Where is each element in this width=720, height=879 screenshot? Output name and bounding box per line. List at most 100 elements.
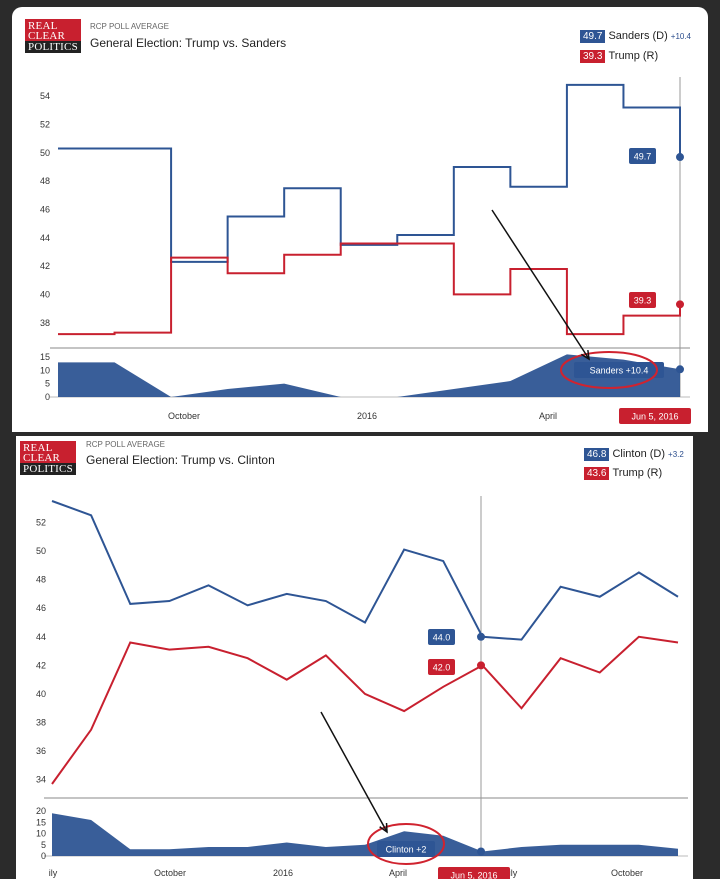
current-dot-dem	[676, 153, 684, 162]
y-tick-label: 38	[36, 718, 46, 728]
series-line-dem	[51, 500, 679, 641]
legend-value-rep: 39.3	[580, 50, 606, 63]
y-tick-label: 38	[40, 318, 50, 328]
current-dot-rep	[477, 661, 485, 670]
x-tick-label: April	[539, 411, 557, 421]
y-tick-label: 42	[36, 660, 46, 670]
logo-line-3: POLITICS	[25, 41, 81, 53]
legend-item-rep: 39.3 Trump (R)	[580, 50, 658, 63]
logo-line-2: CLEAR	[28, 30, 66, 42]
logo-line-3: POLITICS	[20, 463, 76, 475]
spread-y-tick-label: 0	[45, 392, 50, 402]
annotation-arrowhead	[379, 822, 388, 834]
chart-title: General Election: Trump vs. Sanders	[90, 36, 287, 50]
date-label-bg	[438, 867, 510, 879]
legend-value-rep: 43.6	[584, 467, 610, 480]
spread-y-tick-label: 10	[40, 365, 50, 375]
y-tick-label: 44	[40, 233, 50, 243]
x-tick-label: October	[154, 868, 186, 878]
spread-y-tick-label: 5	[41, 840, 46, 850]
x-tick-label: 2016	[357, 411, 377, 421]
rcp-logo: REAL CLEAR POLITICS	[20, 441, 76, 475]
spread-y-tick-label: 15	[36, 817, 46, 827]
spread-label-bg	[377, 841, 435, 857]
spread-y-tick-label: 5	[45, 379, 50, 389]
legend-item-rep: 43.6 Trump (R)	[584, 467, 662, 480]
end-label-dem: 49.7	[634, 152, 652, 162]
y-tick-label: 48	[36, 575, 46, 585]
annotation-arrowhead	[580, 349, 590, 361]
y-tick-label: 50	[36, 546, 46, 556]
date-label: Jun 5, 2016	[631, 412, 678, 422]
y-tick-label: 34	[36, 775, 46, 785]
end-label-dem: 44.0	[433, 633, 451, 643]
chart-panel-trump-vs-clinton: REAL CLEAR POLITICS RCP POLL AVERAGE Gen…	[16, 436, 693, 879]
y-tick-label: 52	[36, 517, 46, 527]
annotation-ellipse	[367, 823, 445, 865]
legend-name-rep: Trump (R)	[608, 50, 659, 62]
spread-label: Clinton +2	[386, 845, 427, 855]
legend-name-dem: Clinton (D)	[612, 448, 666, 460]
logo-line-1: REAL	[28, 20, 58, 32]
chart-subtitle: RCP POLL AVERAGE	[90, 22, 169, 31]
date-label-bg	[619, 408, 691, 424]
legend-item-dem: 46.8 Clinton (D) +3.2	[584, 448, 684, 461]
y-tick-label: 52	[40, 119, 50, 129]
legend-spread: +3.2	[668, 450, 684, 459]
end-label-rep: 39.3	[634, 296, 652, 306]
y-tick-label: 40	[36, 689, 46, 699]
spread-area	[58, 354, 680, 397]
chart-subtitle: RCP POLL AVERAGE	[86, 440, 165, 449]
legend-value-dem: 46.8	[584, 448, 610, 461]
logo-line-2: CLEAR	[23, 452, 61, 464]
y-tick-label: 48	[40, 176, 50, 186]
legend-name-dem: Sanders (D)	[608, 30, 668, 42]
rcp-logo: REAL CLEAR POLITICS	[25, 19, 81, 53]
annotation-arrow	[491, 209, 590, 360]
end-label-dem-bg	[428, 629, 455, 645]
legend-name-rep: Trump (R)	[612, 467, 663, 479]
spread-label-bg	[574, 362, 664, 378]
current-dot-spread	[477, 847, 485, 856]
chart-title: General Election: Trump vs. Clinton	[86, 453, 275, 467]
legend-item-dem: 49.7 Sanders (D) +10.4	[580, 30, 691, 43]
chart-panel-trump-vs-sanders: REAL CLEAR POLITICS RCP POLL AVERAGE Gen…	[12, 7, 708, 432]
spread-y-tick-label: 0	[41, 851, 46, 861]
spread-y-tick-label: 20	[36, 806, 46, 816]
y-tick-label: 42	[40, 261, 50, 271]
y-tick-label: 40	[40, 289, 50, 299]
legend-value-dem: 49.7	[580, 30, 606, 43]
chart-svg-top: 38 40 42 44 46 48 50 52 54 0 5 10 15 October 2016 April…	[40, 77, 691, 424]
x-tick-label: October	[611, 868, 643, 878]
x-tick-label: ily	[509, 868, 518, 878]
y-tick-label: 36	[36, 746, 46, 756]
y-tick-label: 44	[36, 632, 46, 642]
date-label: Jun 5, 2016	[450, 871, 497, 879]
annotation-ellipse	[560, 351, 658, 389]
logo-line-1: REAL	[23, 442, 53, 454]
x-tick-label: October	[168, 411, 200, 421]
current-dot-spread	[676, 365, 684, 374]
spread-y-tick-label: 10	[36, 829, 46, 839]
spread-y-tick-label: 15	[40, 352, 50, 362]
y-tick-label: 54	[40, 91, 50, 101]
end-label-rep-bg	[629, 292, 656, 308]
y-tick-label: 46	[40, 204, 50, 214]
series-line-rep	[58, 242, 681, 336]
series-line-rep	[51, 635, 679, 785]
legend-spread: +10.4	[670, 32, 692, 41]
y-tick-label: 46	[36, 603, 46, 613]
end-label-rep-bg	[428, 659, 455, 675]
end-label-dem-bg	[629, 148, 656, 164]
current-dot-dem	[477, 632, 485, 641]
current-dot-rep	[676, 300, 684, 309]
annotation-arrow	[320, 711, 388, 833]
series-line-dem	[58, 83, 681, 263]
end-label-rep: 42.0	[433, 663, 451, 673]
spread-label: Sanders +10.4	[590, 366, 649, 376]
y-tick-label: 50	[40, 148, 50, 158]
spread-area	[52, 813, 678, 856]
x-tick-label: 2016	[273, 868, 293, 878]
x-tick-label: ily	[49, 868, 58, 878]
